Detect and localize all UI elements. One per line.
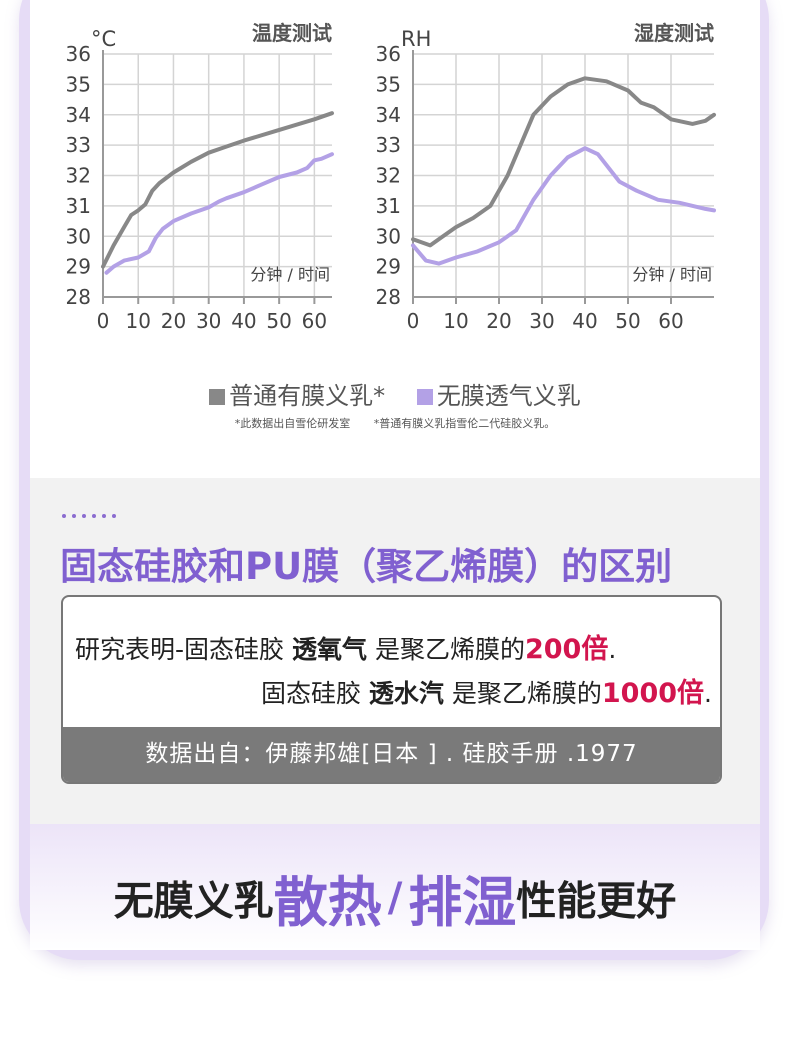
y-tick-label: 29 [66,255,91,279]
y-tick-label: 31 [66,194,91,218]
y-tick-label: 28 [376,285,401,309]
legend-label-uncoated: 无膜透气义乳 [436,382,581,410]
y-tick-label: 32 [376,164,401,188]
footnote-source: *此数据出自雪伦研发室 [234,417,351,430]
footnotes: *此数据出自雪伦研发室 *普通有膜义乳指雪伦二代硅胶义乳。 [0,415,790,431]
chart-legend: 普通有膜义乳* 无膜透气义乳 [0,376,790,411]
y-tick-label: 36 [376,42,401,66]
slogan-part2: 性能更好 [516,878,677,925]
y-tick-label: 32 [66,164,91,188]
footnote-definition: *普通有膜义乳指雪伦二代硅胶义乳。 [373,417,556,430]
comparison-card: 研究表明-固态硅胶 透氧气 是聚乙烯膜的200倍. 固态硅胶 透水汽 是聚乙烯膜… [61,595,722,784]
x-tick-label: 20 [161,309,186,333]
temperature-chart: 28 29 30 31 32 33 34 35 36 0 10 20 30 40 50 60 °C 温度测试分钟 … [66,21,334,333]
x-tick-label: 50 [615,309,640,333]
slogan: 无膜义乳散热 / 排湿性能更好 [0,858,790,937]
slogan-accent1: 散热 [273,871,382,934]
x-tick-label: 20 [486,309,511,333]
x-tick-label: 10 [443,309,468,333]
vapor-middle: 是聚乙烯膜的 [451,679,602,708]
y-tick-label: 36 [66,42,91,66]
legend-swatch-uncoated [416,389,433,405]
oxygen-bold: 透氧气 [291,635,367,664]
data-source: 数据出自：伊藤邦雄[日本 ] . 硅胶手册 .1977 [63,727,720,782]
legend-item-coated: 普通有膜义乳* [209,382,393,410]
slogan-panel [30,824,760,950]
axis-unit: °C [91,27,116,51]
x-tick-label: 0 [407,309,420,333]
decorative-dots [62,514,152,522]
y-tick-label: 30 [66,224,91,248]
x-axis-label: 分钟 / 时间 [632,265,712,284]
vapor-factor: 1000倍 [601,678,705,709]
legend-label-coated: 普通有膜义乳* [229,382,386,410]
x-tick-label: 50 [266,309,291,333]
slogan-accent2: 排湿 [408,871,517,934]
vapor-end: . [704,679,712,708]
oxygen-prefix: 研究表明-固态硅胶 [75,635,285,664]
chart-panel [30,0,760,478]
y-tick-label: 34 [376,103,401,127]
y-tick-label: 33 [376,133,401,157]
axis-unit: RH [401,27,431,51]
legend-item-uncoated: 无膜透气义乳 [416,382,581,410]
chart-title: 湿度测试 [634,21,714,45]
x-tick-label: 60 [658,309,683,333]
x-tick-label: 0 [97,309,110,333]
y-tick-label: 33 [66,133,91,157]
vapor-statement: 固态硅胶 透水汽 是聚乙烯膜的1000倍. [261,671,712,710]
series-line-uncoated [411,146,716,266]
section-title: 固态硅胶和PU膜（聚乙烯膜）的区别 [60,545,673,588]
x-axis-label: 分钟 / 时间 [250,265,330,284]
y-tick-label: 35 [376,72,401,96]
x-tick-label: 30 [196,309,221,333]
oxygen-factor: 200倍 [524,634,609,665]
x-tick-label: 40 [572,309,597,333]
slogan-separator: / [387,874,403,921]
x-tick-label: 10 [126,309,151,333]
y-tick-label: 29 [376,255,401,279]
series-line-coated [411,76,716,248]
vapor-bold: 透水汽 [368,679,444,708]
x-tick-label: 40 [231,309,256,333]
y-tick-label: 31 [376,194,401,218]
oxygen-statement: 研究表明-固态硅胶 透氧气 是聚乙烯膜的200倍. [75,627,616,666]
chart-title: 温度测试 [252,21,332,45]
vapor-prefix: 固态硅胶 [260,679,361,708]
oxygen-end: . [608,635,617,664]
x-tick-label: 60 [302,309,327,333]
series-line-coated [101,111,334,269]
y-tick-label: 28 [66,285,91,309]
slogan-part1: 无膜义乳 [113,878,274,925]
y-tick-label: 34 [66,103,91,127]
series-line-uncoated [104,152,334,275]
y-tick-label: 30 [376,224,401,248]
oxygen-middle: 是聚乙烯膜的 [374,635,525,664]
humidity-chart: 28 29 30 31 32 33 34 35 36 0 10 20 30 40 50 60 RH 湿度测试分钟 … [376,21,716,333]
y-tick-label: 35 [66,72,91,96]
legend-swatch-coated [209,389,226,405]
x-tick-label: 30 [529,309,554,333]
